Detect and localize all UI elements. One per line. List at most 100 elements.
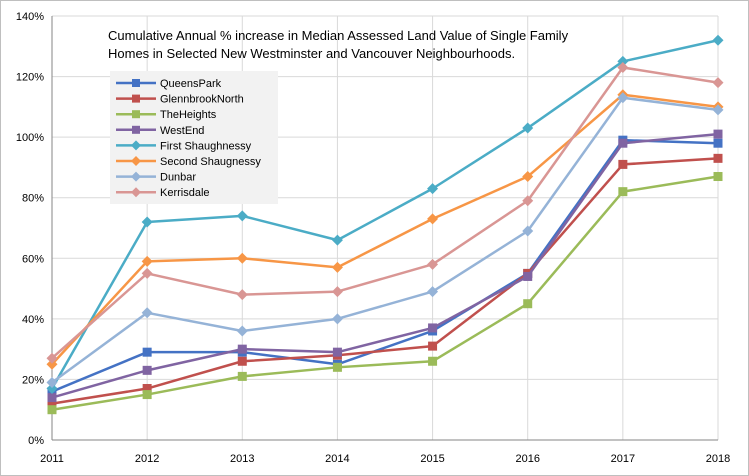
legend-label: Second Shaugnessy (160, 156, 261, 168)
data-point-marker (142, 347, 152, 357)
data-point-marker (331, 261, 343, 273)
y-tick-label: 20% (22, 374, 44, 386)
data-point-marker (141, 267, 153, 279)
series-line (51, 157, 719, 405)
legend-marker (131, 187, 141, 198)
legend-marker (131, 156, 141, 166)
data-point-marker (141, 307, 153, 319)
legend-marker (132, 79, 140, 87)
y-tick-label: 80% (22, 193, 44, 205)
data-point-marker (142, 384, 152, 394)
data-point-marker (522, 225, 534, 237)
data-point-marker (237, 356, 247, 366)
axes: 0% 20% 40% 60% 80% 100% 120% 140% 2011 2012 2013 20… (16, 11, 730, 465)
chart-title-line-1: Cumulative Annual % increase in Median A… (108, 28, 569, 43)
data-point-marker (331, 234, 343, 246)
legend-marker (131, 171, 141, 182)
legend-label: TheHeights (160, 109, 217, 121)
data-point-marker (427, 258, 439, 270)
data-point-marker (428, 356, 438, 366)
legend-marker (132, 110, 140, 119)
data-point-marker (617, 61, 629, 73)
data-point-marker (47, 405, 57, 415)
series-line (51, 96, 719, 384)
data-point-marker (142, 390, 152, 400)
legend-box (110, 71, 278, 204)
legend-label: GlennbrookNorth (160, 94, 244, 106)
data-point-marker (712, 34, 724, 46)
x-tick-label: 2011 (40, 453, 64, 465)
x-tick-label: 2017 (611, 453, 635, 465)
data-point-marker (141, 216, 153, 228)
series-line (51, 132, 719, 399)
series-group (46, 92, 724, 388)
data-point-marker (142, 365, 152, 375)
data-point-marker (713, 172, 723, 182)
legend-label: Dunbar (160, 172, 196, 184)
series-group (46, 89, 724, 370)
data-point-marker (713, 129, 723, 139)
data-point-marker (332, 362, 342, 372)
legend-label: Kerrisdale (160, 187, 210, 199)
legend-label: First Shaughnessy (160, 140, 252, 152)
x-tick-label: 2016 (515, 453, 539, 465)
y-tick-label: 140% (16, 11, 44, 23)
x-tick-label: 2013 (230, 453, 254, 465)
data-point-marker (617, 55, 629, 67)
data-point-marker (236, 325, 248, 337)
series-line (51, 93, 719, 366)
data-point-marker (522, 122, 534, 134)
data-point-marker (712, 104, 724, 116)
data-point-marker (331, 313, 343, 325)
y-tick-label: 0% (28, 435, 44, 447)
legend: QueensPark GlennbrookNorth TheHeights WestE… (110, 71, 278, 204)
x-tick-label: 2014 (325, 453, 349, 465)
series-line (50, 39, 719, 390)
series-group (47, 129, 723, 403)
data-point-marker (522, 171, 534, 183)
data-point-marker (617, 92, 629, 104)
data-point-marker (523, 299, 533, 309)
series-line (51, 138, 719, 393)
data-point-marker (332, 347, 342, 357)
data-point-marker (141, 255, 153, 267)
y-tick-label: 60% (22, 253, 44, 265)
data-point-marker (237, 371, 247, 381)
data-point-marker (427, 183, 439, 195)
data-point-marker (428, 323, 438, 333)
data-point-marker (523, 271, 533, 281)
data-point-marker (236, 210, 248, 222)
series-group (46, 34, 724, 395)
x-tick-label: 2012 (135, 453, 159, 465)
data-point-marker (47, 393, 57, 403)
data-point-marker (713, 138, 723, 148)
legend-marker (132, 125, 140, 134)
data-point-marker (46, 352, 58, 364)
x-tick-label: 2015 (420, 453, 444, 465)
y-tick-label: 40% (22, 314, 44, 326)
data-point-marker (618, 159, 628, 169)
data-point-marker (236, 252, 248, 264)
series-line (51, 66, 719, 360)
data-point-marker (428, 341, 438, 351)
data-point-marker (46, 358, 58, 370)
data-point-marker (618, 138, 628, 148)
data-point-marker (46, 376, 58, 388)
series-group (47, 172, 723, 415)
legend-label: QueensPark (160, 78, 222, 90)
data-point-marker (618, 187, 628, 197)
data-point-marker (331, 286, 343, 298)
data-point-marker (713, 153, 723, 163)
series-group (46, 61, 724, 364)
legend-marker (131, 140, 141, 151)
series-line (51, 175, 719, 411)
data-point-marker (522, 195, 534, 207)
x-tick-label: 2018 (706, 453, 730, 465)
data-point-marker (47, 399, 57, 409)
data-point-marker (427, 286, 439, 298)
data-point-marker (236, 289, 248, 301)
data-point-marker (712, 77, 724, 89)
y-tick-label: 120% (16, 72, 44, 84)
